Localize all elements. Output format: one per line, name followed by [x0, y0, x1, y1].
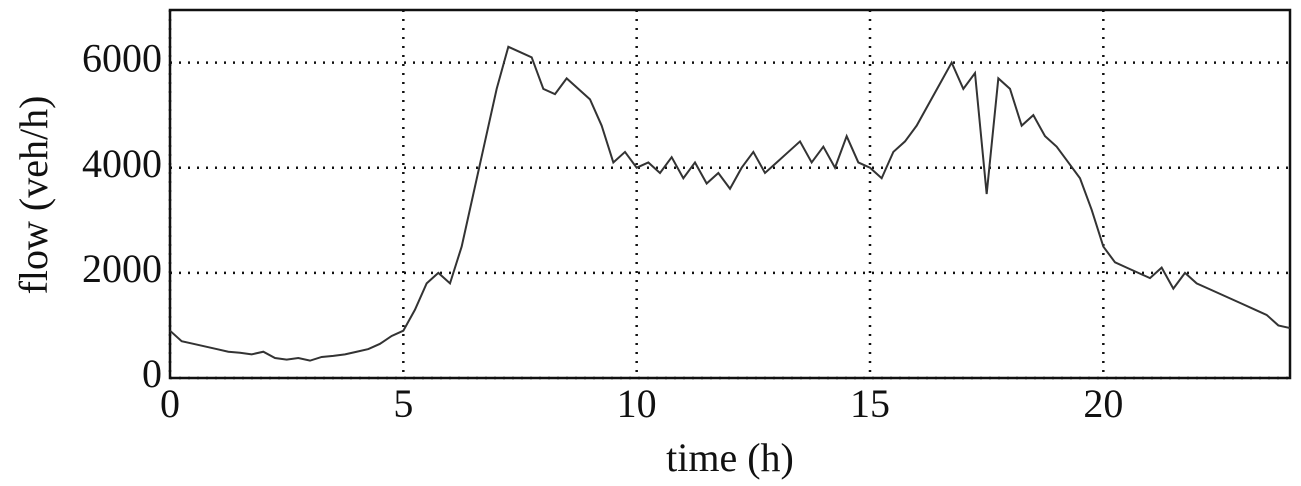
y-axis-label: flow (veh/h) [11, 96, 56, 295]
y-tick-label: 2000 [82, 246, 162, 291]
y-tick-label: 4000 [82, 141, 162, 186]
plot-frame [168, 8, 1292, 380]
x-tick-label: 0 [160, 381, 180, 426]
data-line [169, 45, 1291, 362]
x-tick-label: 5 [393, 381, 413, 426]
x-axis-label: time (h) [666, 435, 794, 480]
y-tick-label: 0 [142, 351, 162, 396]
y-tick-label: 6000 [82, 36, 162, 81]
x-tick-label: 10 [617, 381, 657, 426]
x-tick-label: 20 [1083, 381, 1123, 426]
x-tick-label: 15 [850, 381, 890, 426]
